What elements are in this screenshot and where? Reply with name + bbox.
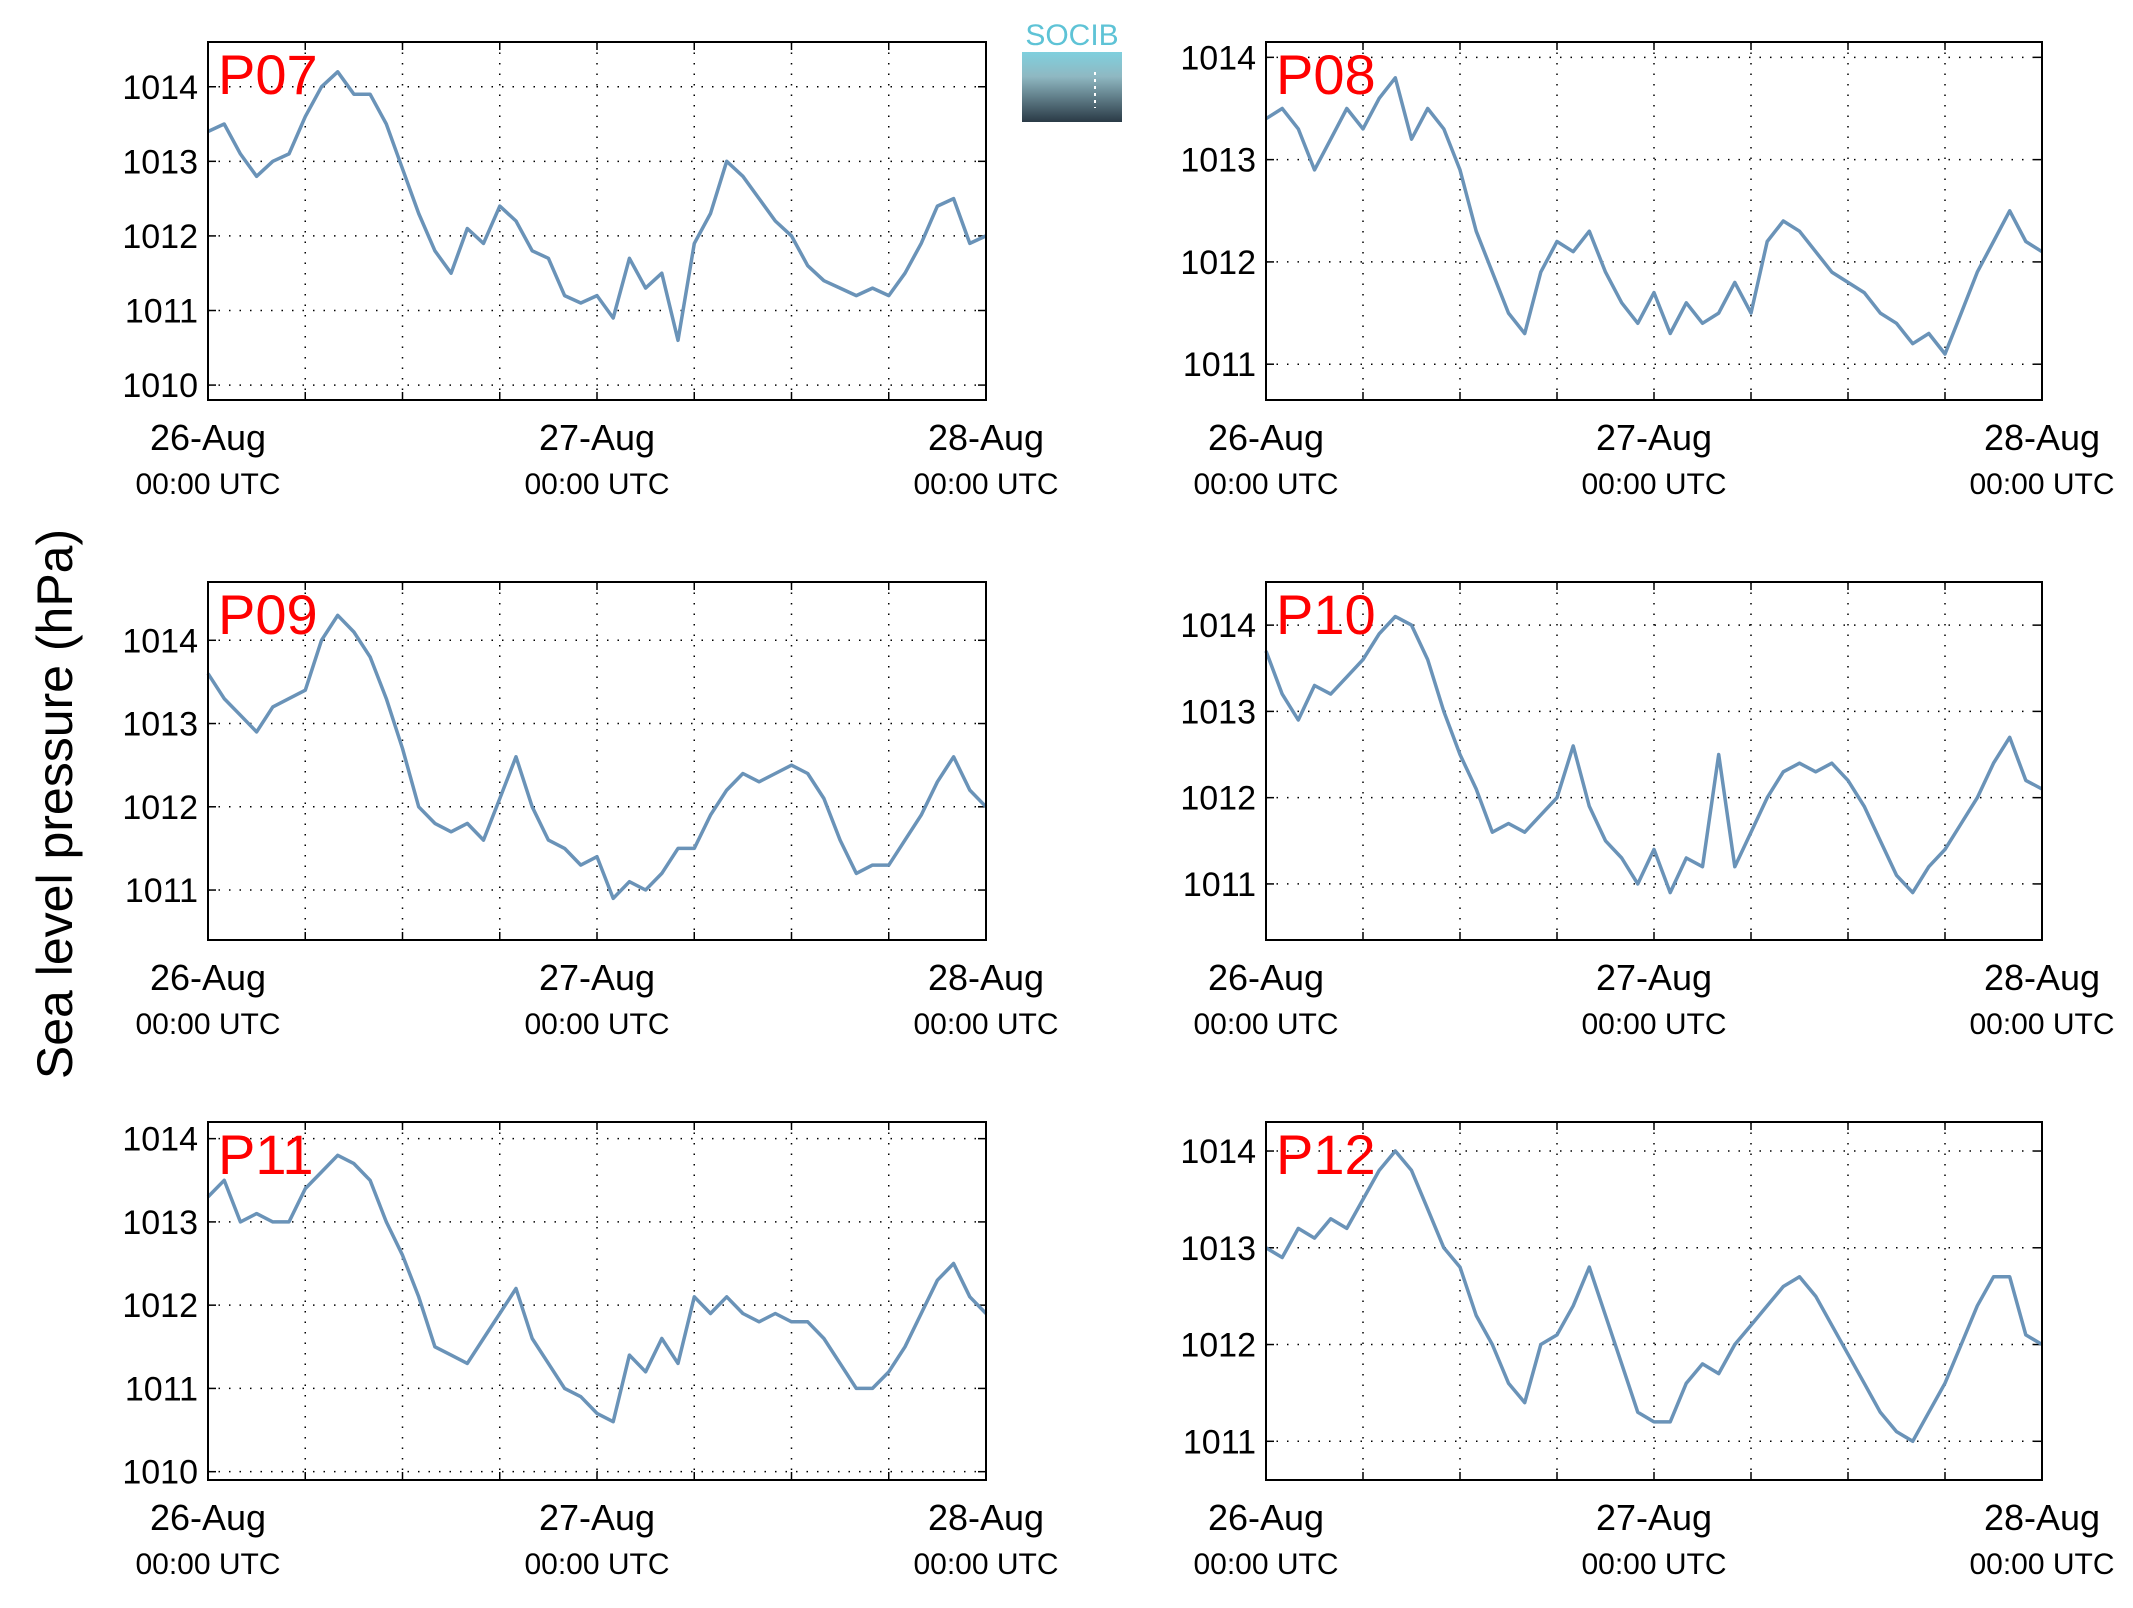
x-tick-label-date: 27-Aug <box>539 957 655 998</box>
x-tick-label-time: 00:00 UTC <box>1581 468 1726 501</box>
x-tick-label-time: 00:00 UTC <box>1581 1008 1726 1041</box>
x-tick-label-date: 27-Aug <box>539 1497 655 1538</box>
socib-logo: SOCIB <box>1022 19 1122 122</box>
x-tick-label-date: 27-Aug <box>539 417 655 458</box>
chart-panel-3: 1011 1012 1013 1014 26-Aug 00:00 UTC 27-Aug 00:… <box>122 581 1059 1041</box>
y-tick-label: 1013 <box>1180 693 1256 731</box>
y-tick-label: 1014 <box>122 69 198 107</box>
x-tick-label-time: 00:00 UTC <box>1969 1008 2114 1041</box>
x-tick-label-time: 00:00 UTC <box>1193 468 1338 501</box>
y-tick-label: 1014 <box>1180 607 1256 645</box>
x-tick-label-time: 00:00 UTC <box>1969 468 2114 501</box>
logo-background <box>1022 52 1122 122</box>
y-tick-label: 1013 <box>122 143 198 181</box>
series-line-1 <box>207 70 987 343</box>
series-line-1 <box>1265 76 2043 356</box>
panel-title: P11 <box>218 1123 313 1186</box>
chart-panel-1: 1010 1011 1012 1013 1014 26-Aug 00:00 UTC 27-Au… <box>122 41 1059 501</box>
x-tick-label-time: 00:00 UTC <box>913 1008 1058 1041</box>
panel-title: P10 <box>1276 583 1376 646</box>
plot-frame <box>1265 1121 2043 1481</box>
x-tick-label-time: 00:00 UTC <box>1969 1548 2114 1581</box>
x-tick-label-time: 00:00 UTC <box>135 468 280 501</box>
plot-frame <box>207 1121 987 1481</box>
chart-panel-5: 1010 1011 1012 1013 1014 26-Aug 00:00 UTC 27-Au… <box>122 1121 1058 1581</box>
panel-title: P07 <box>218 43 318 106</box>
x-tick-label-time: 00:00 UTC <box>524 1008 669 1041</box>
y-tick-label: 1012 <box>1180 1327 1256 1365</box>
plot-frame <box>207 581 987 941</box>
chart-panel-2: 1011 1012 1013 1014 26-Aug 00:00 UTC 27-Aug 00:… <box>1180 39 2114 501</box>
x-tick-label-date: 26-Aug <box>1208 417 1324 458</box>
y-tick-label: 1013 <box>122 1204 198 1242</box>
plot-frame <box>1265 581 2043 941</box>
y-tick-label: 1014 <box>1180 1133 1256 1171</box>
logo-text: SOCIB <box>1025 19 1118 52</box>
y-tick-label: 1011 <box>1183 346 1256 384</box>
y-tick-label: 1012 <box>1180 780 1256 818</box>
x-tick-label-date: 27-Aug <box>1596 957 1712 998</box>
y-tick-label: 1012 <box>122 1287 198 1325</box>
y-tick-label: 1011 <box>125 872 198 910</box>
x-tick-label-time: 00:00 UTC <box>1581 1548 1726 1581</box>
x-tick-label-time: 00:00 UTC <box>913 468 1058 501</box>
x-tick-label-date: 26-Aug <box>150 957 266 998</box>
chart-panel-4: 1011 1012 1013 1014 26-Aug 00:00 UTC 27-Aug 00:… <box>1180 581 2115 1041</box>
series-line-1 <box>206 613 988 901</box>
y-tick-label: 1013 <box>122 706 198 744</box>
y-tick-label: 1013 <box>1180 1230 1256 1268</box>
y-tick-label: 1011 <box>1183 866 1256 904</box>
panel-title: P09 <box>218 583 318 646</box>
x-tick-label-date: 26-Aug <box>1208 957 1324 998</box>
x-tick-label-time: 00:00 UTC <box>524 1548 669 1581</box>
y-tick-label: 1012 <box>122 218 198 256</box>
y-tick-label: 1014 <box>1180 39 1256 77</box>
y-tick-label: 1013 <box>1180 142 1256 180</box>
x-tick-label-time: 00:00 UTC <box>135 1548 280 1581</box>
y-tick-label: 1014 <box>122 622 198 660</box>
x-tick-label-date: 26-Aug <box>150 1497 266 1538</box>
series-line-1 <box>1265 1149 2043 1444</box>
plot-frame <box>1265 41 2043 401</box>
x-tick-label-date: 26-Aug <box>1208 1497 1324 1538</box>
x-tick-label-time: 00:00 UTC <box>1193 1008 1338 1041</box>
series-line-1 <box>206 1153 988 1424</box>
y-tick-label: 1011 <box>125 1370 198 1408</box>
x-tick-label-time: 00:00 UTC <box>913 1548 1058 1581</box>
x-tick-label-date: 28-Aug <box>1984 1497 2100 1538</box>
chart-panel-6: 1011 1012 1013 1014 26-Aug 00:00 UTC 27-Aug 00:… <box>1180 1121 2115 1581</box>
x-tick-label-date: 26-Aug <box>150 417 266 458</box>
panel-title: P12 <box>1276 1123 1376 1186</box>
x-tick-label-date: 28-Aug <box>928 1497 1044 1538</box>
y-tick-label: 1014 <box>122 1121 198 1159</box>
x-tick-label-time: 00:00 UTC <box>1193 1548 1338 1581</box>
y-tick-label: 1012 <box>1180 244 1256 282</box>
x-tick-label-time: 00:00 UTC <box>135 1008 280 1041</box>
y-tick-label: 1011 <box>1183 1423 1256 1461</box>
x-tick-label-date: 28-Aug <box>1984 417 2100 458</box>
panel-title: P08 <box>1276 43 1376 106</box>
x-tick-label-date: 28-Aug <box>928 417 1044 458</box>
series-line-1 <box>1264 614 2043 895</box>
x-tick-label-date: 27-Aug <box>1596 1497 1712 1538</box>
y-tick-label: 1010 <box>122 367 198 405</box>
plot-frame <box>207 41 987 401</box>
y-tick-label: 1012 <box>122 789 198 827</box>
x-tick-label-date: 28-Aug <box>1984 957 2100 998</box>
x-tick-label-time: 00:00 UTC <box>524 468 669 501</box>
x-tick-label-date: 28-Aug <box>928 957 1044 998</box>
y-tick-label: 1010 <box>122 1454 198 1492</box>
y-tick-label: 1011 <box>125 293 198 331</box>
x-tick-label-date: 27-Aug <box>1596 417 1712 458</box>
figure-ylabel: Sea level pressure (hPa) <box>27 529 83 1079</box>
